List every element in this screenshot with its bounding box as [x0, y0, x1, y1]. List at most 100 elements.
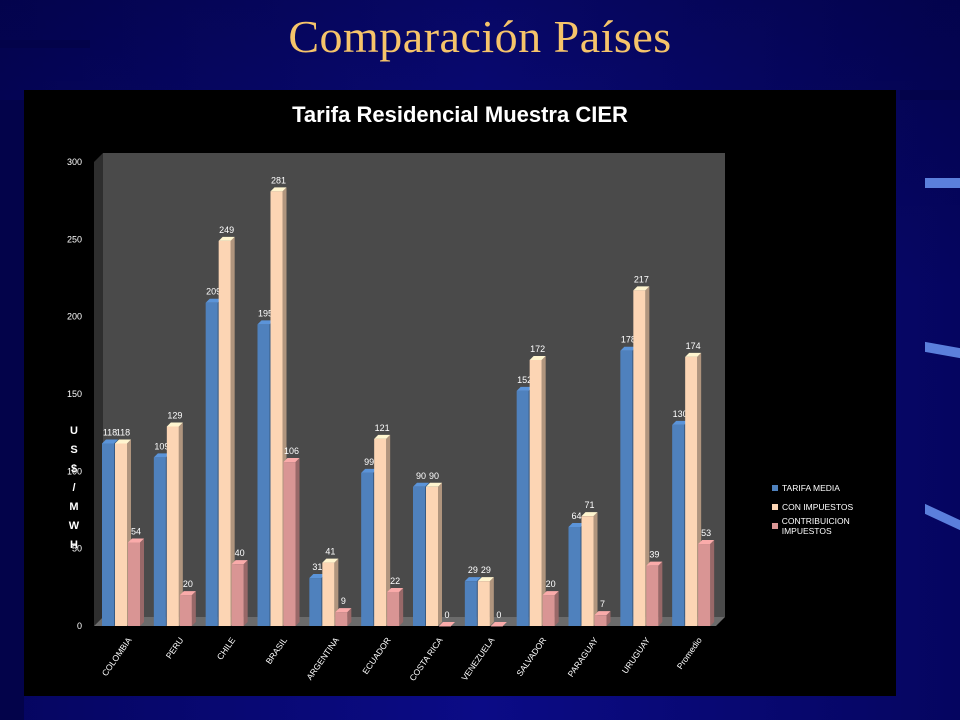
legend-label: CONTRIBUICION IMPUESTOS	[781, 515, 850, 536]
bar-side	[593, 512, 598, 626]
bar-side	[334, 558, 339, 626]
slide-title: Comparación Países	[288, 11, 672, 62]
data-label: 9	[341, 596, 346, 606]
y-axis-label-char: /	[72, 482, 76, 494]
data-label: 121	[375, 423, 390, 433]
bar	[464, 581, 477, 626]
bar-side	[541, 355, 546, 626]
bar-side	[658, 561, 663, 626]
bar	[218, 240, 231, 626]
bar	[594, 615, 607, 626]
data-label: 64	[571, 511, 581, 521]
bar	[179, 595, 192, 626]
data-label: 90	[429, 471, 439, 481]
bar-top	[581, 512, 598, 517]
bar-top	[439, 622, 455, 626]
bar-top	[231, 560, 248, 565]
bar-top	[568, 523, 585, 528]
x-tick-label: PERU	[164, 635, 186, 660]
x-tick-label: VENEZUELA	[459, 635, 496, 682]
plot-floor	[94, 617, 725, 626]
bar	[309, 578, 322, 626]
bar	[413, 486, 425, 626]
data-label: 20	[546, 579, 556, 589]
bar-top	[257, 320, 274, 325]
bar-top	[426, 482, 442, 487]
bar-side	[191, 591, 196, 626]
bar-side	[489, 577, 494, 626]
bar-top	[464, 577, 481, 582]
data-label: 20	[183, 579, 193, 589]
y-tick-label: 200	[67, 312, 82, 322]
data-label: 29	[481, 565, 491, 575]
bar	[231, 564, 244, 626]
data-label: 0	[496, 610, 501, 620]
data-label: 109	[154, 441, 169, 451]
data-label: 71	[584, 500, 594, 510]
data-label: 217	[634, 274, 649, 284]
data-label: 195	[258, 308, 273, 318]
data-label: 0	[444, 610, 449, 620]
bar	[477, 581, 490, 626]
x-tick-label: COSTA RICA	[407, 635, 445, 683]
data-label: 90	[416, 471, 426, 481]
bar-top	[646, 561, 663, 566]
data-label: 118	[116, 427, 130, 437]
bar	[516, 390, 529, 626]
bar-top	[270, 187, 287, 192]
bar-side	[347, 608, 352, 626]
bar-top	[477, 577, 494, 582]
background-stripe	[925, 503, 960, 531]
bar-top	[361, 468, 378, 473]
bar-top	[179, 591, 196, 596]
legend-swatch	[772, 522, 778, 529]
data-label: 41	[325, 547, 335, 557]
bar-top	[698, 540, 715, 545]
y-axis-label-char: U	[70, 425, 78, 437]
chart-legend: TARIFA MEDIA CON IMPUESTOS CONTRIBUICION I…	[772, 478, 896, 536]
background-stripe	[925, 341, 960, 359]
bar-top	[322, 558, 339, 563]
bar	[115, 443, 127, 626]
bar-top	[205, 298, 222, 303]
bar-side	[710, 540, 715, 626]
plot-side-wall	[94, 153, 103, 626]
legend-item: TARIFA MEDIA	[772, 478, 896, 497]
data-label: 54	[131, 526, 141, 536]
bar	[426, 486, 438, 626]
y-axis-label-char: $	[70, 463, 78, 475]
background-stripe	[925, 178, 960, 188]
data-label: 172	[530, 344, 545, 354]
bar-top	[516, 386, 533, 391]
legend-item: CONTRIBUICION IMPUESTOS	[772, 515, 896, 536]
bar-top	[685, 352, 702, 357]
bar-top	[633, 286, 650, 291]
bar-side	[606, 611, 611, 626]
data-label: 130	[673, 409, 688, 419]
data-label: 31	[312, 562, 322, 572]
bar	[633, 290, 646, 626]
bar	[568, 527, 581, 626]
x-tick-label: Promedio	[675, 635, 704, 671]
x-tick-label: ECUADOR	[360, 635, 393, 676]
bar-chart: 05010015020025030011811854COLOMBIA109129…	[67, 153, 725, 683]
bar	[542, 595, 555, 626]
data-label: 209	[206, 287, 221, 297]
background-stripe	[900, 90, 960, 100]
bar	[128, 542, 140, 626]
legend-label: CON IMPUESTOS	[782, 501, 854, 512]
bar-side	[386, 434, 391, 626]
bar	[322, 562, 335, 626]
bar-top	[128, 538, 144, 543]
bar-side	[645, 286, 650, 626]
bar	[620, 350, 633, 626]
bar-top	[542, 591, 559, 596]
bar-top	[490, 622, 507, 626]
bar-side	[399, 587, 404, 626]
bar	[672, 424, 685, 626]
chart-panel: Tarifa Residencial Muestra CIER U S $ / M W H …	[24, 90, 896, 696]
y-axis-label-char: H	[70, 539, 78, 551]
bar-top	[594, 611, 611, 616]
bar-top	[529, 355, 546, 360]
bar-side	[243, 560, 248, 626]
